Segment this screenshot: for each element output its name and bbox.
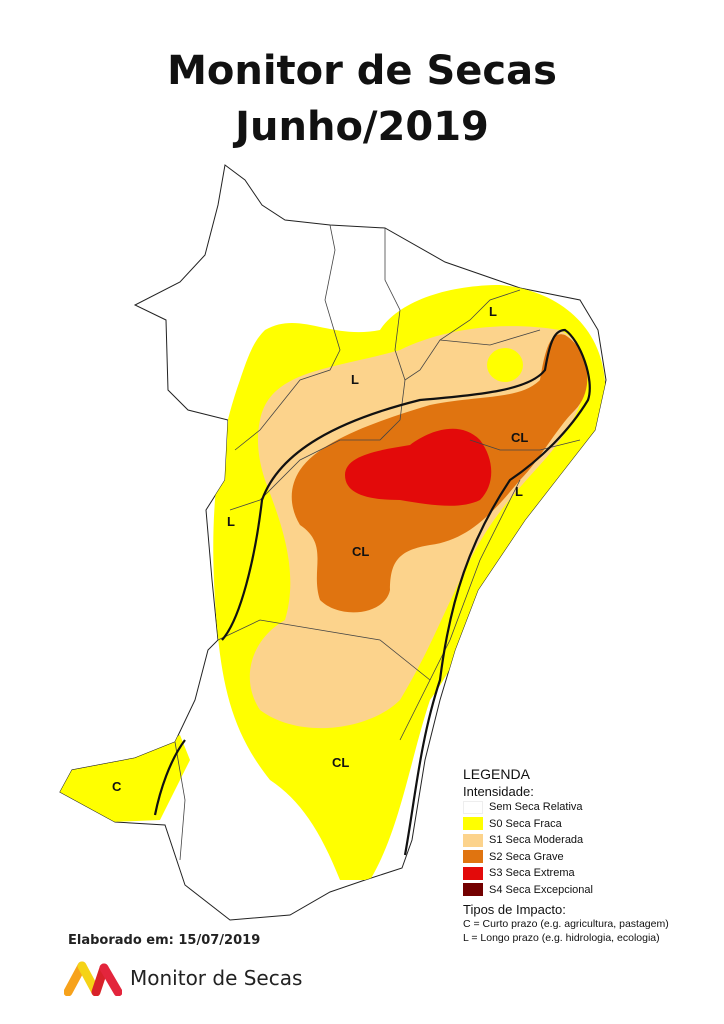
legend-item: S4 Seca Excepcional	[463, 882, 669, 899]
legend-impact: C = Curto prazo (e.g. agricultura, pasta…	[463, 918, 669, 930]
legend-swatch	[463, 866, 483, 880]
legend-item: S1 Seca Moderada	[463, 832, 669, 849]
legend-swatch	[463, 833, 483, 847]
legend-swatch	[463, 883, 483, 897]
impact-boundaries	[153, 328, 591, 856]
map-label: L	[227, 514, 235, 529]
legend-swatch	[463, 800, 483, 814]
map-label: L	[351, 372, 359, 387]
legend-swatch	[463, 817, 483, 831]
logo-m-icon	[64, 961, 122, 996]
legend-impact: L = Longo prazo (e.g. hidrologia, ecolog…	[463, 932, 660, 944]
map-label: L	[489, 304, 497, 319]
s0-hole	[487, 348, 523, 382]
map-label: CL	[511, 430, 529, 445]
map-label: L	[515, 484, 523, 499]
logo-text: Monitor de Secas	[130, 966, 303, 990]
legend-label: Sem Seca Relativa	[489, 801, 583, 814]
legend-label: S4 Seca Excepcional	[489, 883, 593, 896]
logo: Monitor de Secas	[64, 960, 302, 996]
legend-impact-label: Tipos de Impacto:	[463, 902, 566, 917]
elaboration-date: Elaborado em: 15/07/2019	[68, 933, 261, 948]
legend-intensity-label: Intensidade:	[463, 784, 534, 799]
legend-label: S0 Seca Fraca	[489, 817, 562, 830]
legend-item: S0 Seca Fraca	[463, 816, 669, 833]
map-title: Monitor de Secas	[167, 48, 557, 94]
legend-item: S3 Seca Extrema	[463, 865, 669, 882]
state-borders	[174, 224, 581, 861]
map-label: CL	[332, 755, 350, 770]
legend-item: S2 Seca Grave	[463, 849, 669, 866]
s3-area	[345, 428, 492, 506]
s0-area-sw	[60, 735, 190, 822]
legend: LEGENDA Intensidade: Sem Seca Relativa S…	[463, 766, 669, 945]
map-label: C	[112, 779, 122, 794]
map-label: CL	[352, 544, 370, 559]
legend-title: LEGENDA	[463, 766, 530, 782]
map-subtitle: Junho/2019	[235, 104, 489, 150]
legend-label: S1 Seca Moderada	[489, 834, 584, 847]
legend-item: Sem Seca Relativa	[463, 799, 669, 816]
legend-swatch	[463, 850, 483, 864]
legend-label: S2 Seca Grave	[489, 850, 564, 863]
legend-label: S3 Seca Extrema	[489, 867, 575, 880]
